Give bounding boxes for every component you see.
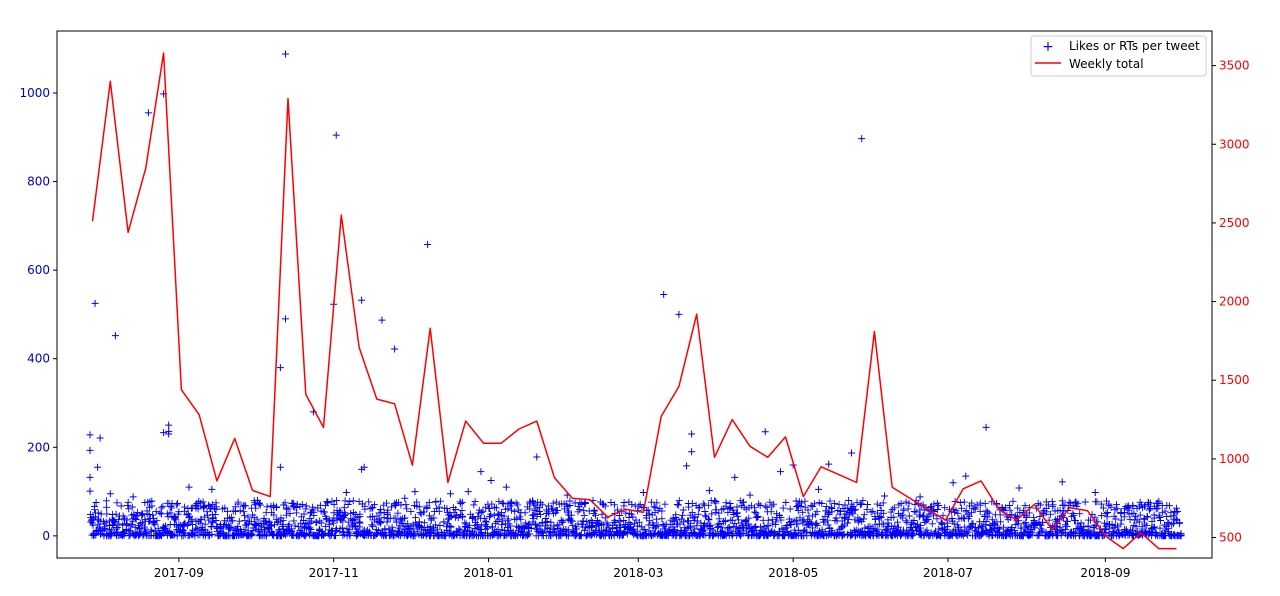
- x-tick-label: 2018-03: [613, 566, 663, 580]
- legend-label-scatter: Likes or RTs per tweet: [1069, 39, 1200, 53]
- y-right-tick-label: 1500: [1219, 373, 1250, 387]
- y-left-tick-label: 800: [27, 175, 50, 189]
- scatter-point: [982, 423, 990, 431]
- x-axis: 2017-09 2017-11 2018-01 2018-03 2018-05 2018-…: [154, 558, 1130, 580]
- scatter-point: [446, 490, 454, 498]
- scatter-point: [165, 421, 173, 429]
- scatter-point: [185, 483, 193, 491]
- scatter-point: [86, 446, 94, 454]
- scatter-point: [731, 473, 739, 481]
- plot-frame: [56, 30, 1213, 559]
- legend-marker-scatter: +: [1042, 39, 1054, 55]
- scatter-point: [683, 462, 691, 470]
- scatter-point: [86, 431, 94, 439]
- scatter-point: [660, 291, 668, 298]
- scatter-point: [1015, 484, 1023, 492]
- y-right-tick-label: 500: [1219, 531, 1242, 545]
- scatter-point: [815, 485, 823, 493]
- scatter-point: [962, 472, 970, 480]
- legend: + Likes or RTs per tweet Weekly total: [1030, 35, 1207, 77]
- scatter-point: [254, 496, 262, 504]
- scatter-point: [358, 296, 366, 304]
- scatter-point: [281, 50, 289, 58]
- scatter-point: [411, 488, 419, 496]
- scatter-point: [477, 468, 485, 476]
- scatter-point: [342, 488, 350, 496]
- y-axis-right: 500 1000 1500 2000 2500 3000 3500: [1212, 59, 1250, 545]
- scatter-point: [378, 316, 386, 324]
- scatter-point: [675, 310, 683, 318]
- scatter-point: [1091, 488, 1099, 496]
- y-axis-left: 0 200 400 600 800 1000: [19, 86, 57, 543]
- scatter-point: [776, 468, 784, 476]
- x-tick-label: 2018-05: [768, 566, 818, 580]
- y-right-tick-label: 2000: [1219, 295, 1250, 309]
- legend-box: [1030, 35, 1207, 77]
- scatter-point: [639, 488, 647, 496]
- scatter-point: [401, 494, 409, 502]
- scatter-point: [746, 491, 754, 499]
- scatter-point: [391, 345, 399, 353]
- x-tick-label: 2018-01: [463, 566, 513, 580]
- scatter-point: [281, 315, 289, 323]
- scatter-point: [487, 477, 495, 484]
- y-left-tick-label: 0: [42, 529, 50, 543]
- y-left-tick-label: 1000: [19, 86, 50, 100]
- scatter-point: [332, 131, 340, 139]
- scatter-point: [1124, 502, 1132, 510]
- scatter-point: [165, 430, 173, 438]
- scatter-point: [86, 473, 94, 481]
- scatter-point: [129, 493, 137, 501]
- scatter-point: [1058, 478, 1066, 486]
- y-left-tick-label: 600: [27, 263, 50, 277]
- scatter-point: [858, 135, 866, 143]
- x-tick-label: 2017-09: [154, 566, 204, 580]
- scatter-point: [160, 429, 168, 437]
- scatter-point-cluster: [86, 496, 1185, 540]
- y-left-tick-label: 200: [27, 440, 50, 454]
- y-right-tick-label: 2500: [1219, 216, 1250, 230]
- scatter-point: [464, 488, 472, 496]
- scatter-point: [111, 332, 119, 340]
- scatter-point: [502, 483, 510, 491]
- scatter-point: [825, 460, 833, 468]
- scatter-point: [86, 487, 94, 495]
- scatter-point: [949, 479, 957, 487]
- scatter-point: [208, 485, 216, 493]
- x-tick-label: 2018-07: [923, 566, 973, 580]
- scatter-point: [705, 487, 713, 495]
- scatter-point: [144, 109, 152, 117]
- y-right-tick-label: 3000: [1219, 137, 1250, 151]
- y-right-tick-label: 3500: [1219, 59, 1250, 73]
- scatter-series: [86, 50, 1185, 540]
- scatter-point: [424, 240, 432, 248]
- scatter-point: [360, 463, 368, 471]
- legend-label-line: Weekly total: [1069, 57, 1144, 71]
- x-tick-label: 2018-09: [1080, 566, 1130, 580]
- scatter-point: [91, 299, 99, 307]
- scatter-point: [848, 449, 856, 457]
- y-right-tick-label: 1000: [1219, 452, 1250, 466]
- scatter-point: [533, 453, 541, 461]
- scatter-point: [916, 493, 924, 501]
- scatter-point: [881, 492, 889, 500]
- scatter-point: [761, 428, 769, 436]
- scatter-point: [276, 364, 284, 372]
- weekly-total-series: [91, 52, 1177, 550]
- scatter-point: [96, 434, 104, 442]
- scatter-point: [688, 430, 696, 438]
- x-tick-label: 2017-11: [309, 566, 359, 580]
- scatter-point: [599, 500, 607, 508]
- scatter-point: [94, 463, 102, 471]
- weekly-total-line: [91, 52, 1177, 550]
- scatter-point: [688, 448, 696, 456]
- scatter-point: [276, 463, 284, 471]
- scatter-point: [106, 490, 114, 498]
- y-left-tick-label: 400: [27, 352, 50, 366]
- scatter-point: [1145, 499, 1153, 507]
